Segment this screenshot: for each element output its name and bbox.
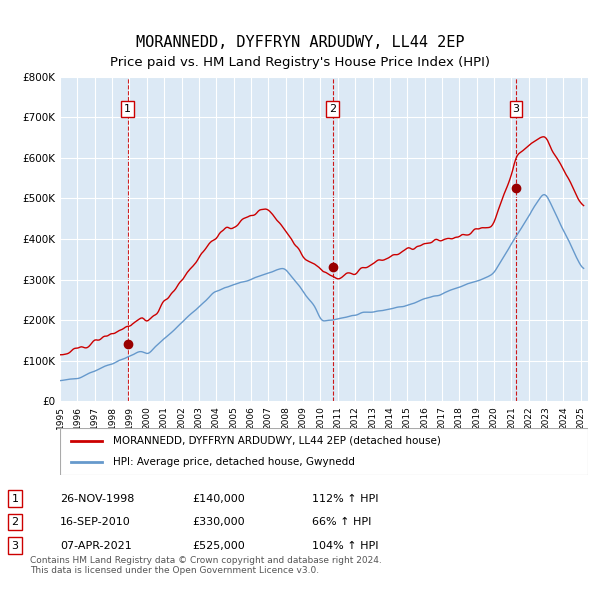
Text: 1: 1 xyxy=(11,494,19,503)
Text: 26-NOV-1998: 26-NOV-1998 xyxy=(60,494,134,503)
Text: MORANNEDD, DYFFRYN ARDUDWY, LL44 2EP (detached house): MORANNEDD, DYFFRYN ARDUDWY, LL44 2EP (de… xyxy=(113,436,440,446)
Text: 16-SEP-2010: 16-SEP-2010 xyxy=(60,517,131,527)
Text: £330,000: £330,000 xyxy=(192,517,245,527)
Text: 3: 3 xyxy=(512,104,520,114)
Text: £140,000: £140,000 xyxy=(192,494,245,503)
Text: 66% ↑ HPI: 66% ↑ HPI xyxy=(312,517,371,527)
Text: Price paid vs. HM Land Registry's House Price Index (HPI): Price paid vs. HM Land Registry's House … xyxy=(110,56,490,69)
Text: MORANNEDD, DYFFRYN ARDUDWY, LL44 2EP: MORANNEDD, DYFFRYN ARDUDWY, LL44 2EP xyxy=(136,35,464,50)
Text: 3: 3 xyxy=(11,541,19,550)
Text: Contains HM Land Registry data © Crown copyright and database right 2024.
This d: Contains HM Land Registry data © Crown c… xyxy=(30,556,382,575)
Text: 1: 1 xyxy=(124,104,131,114)
FancyBboxPatch shape xyxy=(60,428,588,475)
Text: 07-APR-2021: 07-APR-2021 xyxy=(60,541,132,550)
Text: 2: 2 xyxy=(329,104,336,114)
Text: 2: 2 xyxy=(11,517,19,527)
Text: HPI: Average price, detached house, Gwynedd: HPI: Average price, detached house, Gwyn… xyxy=(113,457,355,467)
Text: 112% ↑ HPI: 112% ↑ HPI xyxy=(312,494,379,503)
Text: 104% ↑ HPI: 104% ↑ HPI xyxy=(312,541,379,550)
Text: £525,000: £525,000 xyxy=(192,541,245,550)
